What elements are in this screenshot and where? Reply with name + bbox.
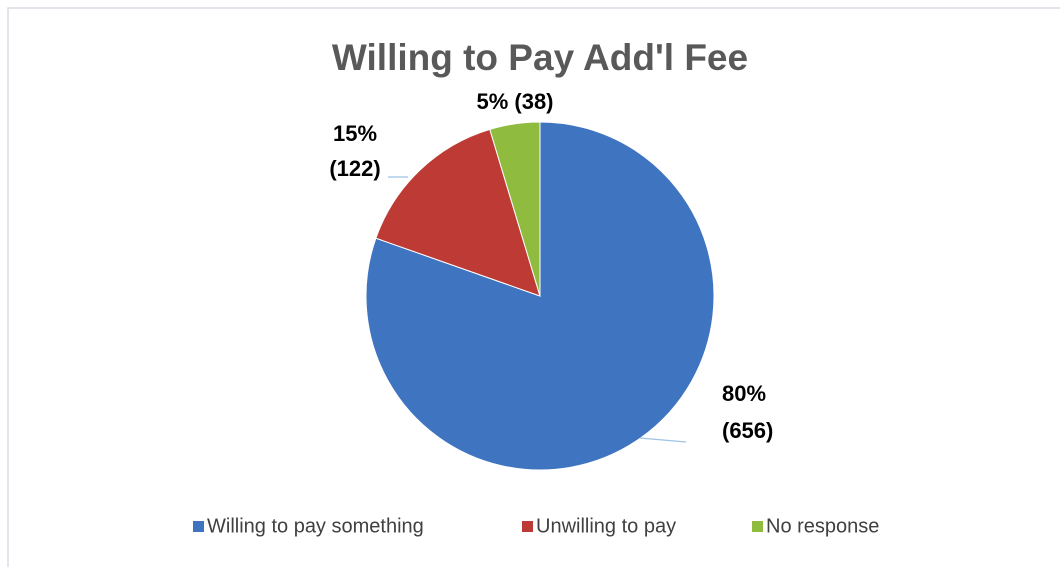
- data-label: 15% (122): [329, 121, 380, 181]
- leader-line: [639, 437, 687, 443]
- data-label: 80% (656): [722, 381, 773, 443]
- legend-label: Unwilling to pay: [536, 515, 676, 537]
- legend-swatch: [522, 521, 533, 532]
- pie-slice: [375, 128, 541, 297]
- legend-swatch: [193, 521, 204, 532]
- legend-label: No response: [766, 515, 879, 537]
- legend-swatch: [752, 521, 763, 532]
- chart-title: Willing to Pay Add'l Fee: [332, 37, 748, 78]
- data-label: 5% (38): [476, 89, 553, 114]
- legend-label: Willing to pay something: [207, 515, 424, 537]
- pie-slice: [489, 121, 541, 297]
